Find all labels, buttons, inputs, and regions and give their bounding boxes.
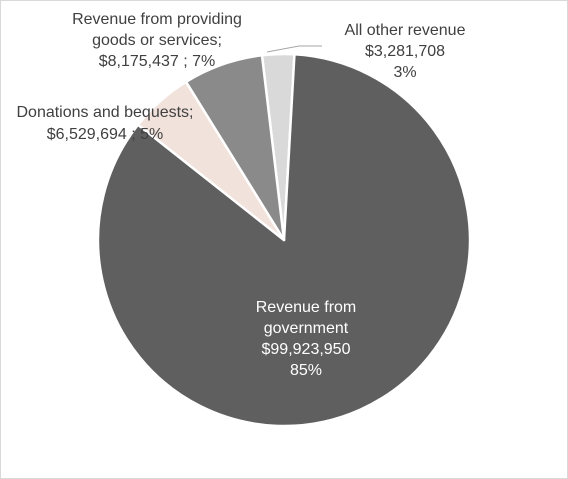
data-label-line: $3,281,708	[365, 43, 445, 60]
data-label-line: Revenue from	[256, 299, 357, 316]
pie-slices	[96, 52, 472, 428]
data-label-donations-and-bequests: Donations and bequests; $6,529,694 ; 5%	[16, 104, 193, 143]
data-label-revenue-from-providing-goods-or-services: Revenue from providing goods or services;…	[72, 11, 242, 70]
data-label-line: government	[264, 320, 349, 337]
data-label-line: goods or services;	[92, 32, 222, 49]
data-label-revenue-from-government: Revenue from government $99,923,950 85%	[256, 299, 357, 379]
data-label-line: $8,175,437 ; 7%	[99, 53, 216, 70]
pie-slice-revenue-from-providing-goods-or-services	[184, 54, 286, 242]
data-label-all-other-revenue: All other revenue $3,281,708 3%	[345, 22, 466, 81]
data-label-line: $6,529,694 ; 5%	[47, 126, 164, 143]
data-label-line: 3%	[393, 64, 416, 81]
leader-line-all-other-revenue	[266, 45, 322, 53]
data-label-line: Donations and bequests;	[16, 104, 193, 121]
data-label-line: Revenue from providing	[72, 11, 242, 28]
data-label-line: $99,923,950	[262, 341, 351, 358]
data-label-line: 85%	[290, 362, 322, 379]
data-label-line: All other revenue	[345, 22, 466, 39]
